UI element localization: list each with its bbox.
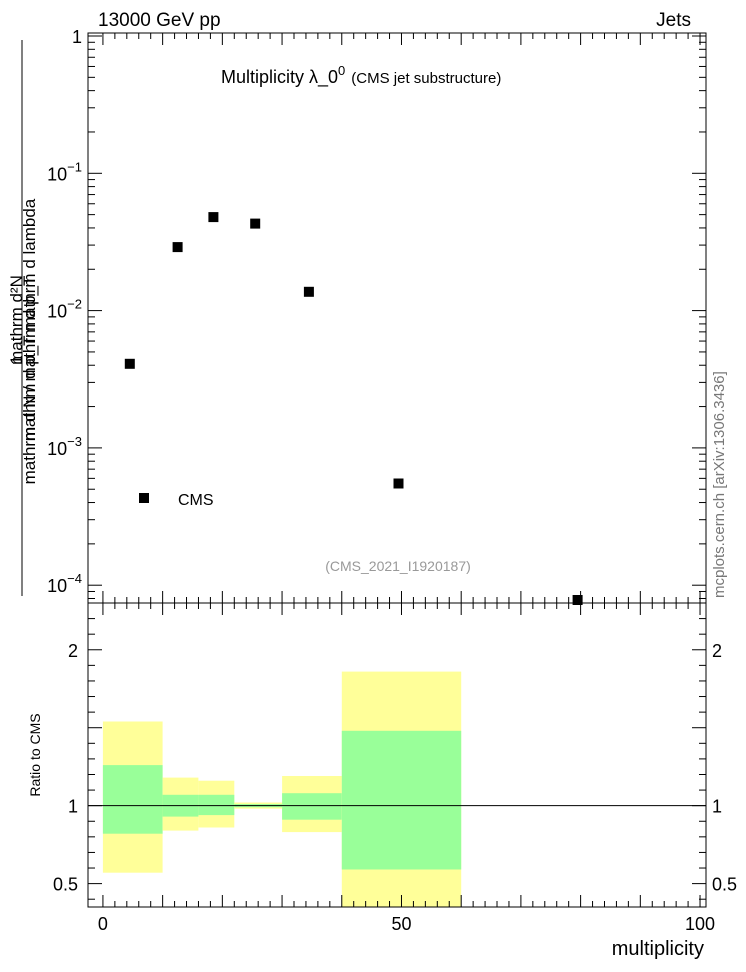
legend-label: CMS: [178, 492, 214, 509]
plot-title: Multiplicity λ_00 (CMS jet substructure): [221, 63, 501, 88]
ratio-y-tick-label: 0.5: [53, 875, 78, 895]
data-point: [208, 212, 219, 223]
data-point: [124, 358, 135, 369]
y-tick-label: 10−1: [47, 159, 82, 184]
x-tick-label: 0: [98, 914, 108, 934]
y-tick-label: 10−2: [47, 297, 82, 322]
legend: CMS: [139, 492, 214, 509]
y-tick-label: 1: [72, 27, 82, 47]
y-axis-label: mathrm d²N mathrm d p_T mathrm d lambda: [7, 198, 39, 441]
analysis-id: (CMS_2021_I1920187): [325, 558, 471, 574]
main-panel: 1 10−1 10−2 10−3 10−4 CMS: [47, 27, 707, 605]
ratio-y-tick-labels: 0.5 0.5 1 1 2 2: [53, 641, 737, 895]
ratio-y-tick-label: 2: [68, 641, 78, 661]
ratio-axis-ticks: [88, 603, 706, 907]
y-axis-label-lower: 1 mathrm d N / mathrm d p_T: [7, 276, 39, 485]
ratio-y-tick-label-right: 1: [712, 797, 722, 817]
main-frame: [87, 32, 707, 604]
data-point: [303, 286, 314, 297]
x-tick-label: 100: [685, 914, 715, 934]
uncertainty-band-inner: [102, 765, 163, 834]
watermark: mcplots.cern.ch [arXiv:1306.3436]: [711, 371, 728, 598]
y-tick-label: 10−3: [47, 434, 82, 459]
svg-text:mathrm d N / mathrm d p_T: mathrm d N / mathrm d p_T: [20, 276, 39, 485]
x-tick-label: 50: [391, 914, 411, 934]
main-y-tick-labels: 1 10−1 10−2 10−3 10−4: [47, 27, 82, 596]
ratio-y-axis-label: Ratio to CMS: [27, 713, 43, 796]
ratio-bands: [102, 671, 462, 907]
data-point: [172, 242, 183, 253]
x-tick-labels: 0 50 100: [98, 914, 715, 934]
y-tick-label: 10−4: [47, 571, 82, 596]
main-axis-ticks: [88, 33, 706, 603]
collision-energy-label: 13000 GeV pp: [98, 10, 221, 31]
legend-marker: [139, 493, 149, 503]
ratio-y-tick-label-right: 2: [712, 641, 722, 661]
data-point: [572, 595, 583, 605]
x-axis-label: multiplicity: [612, 938, 704, 960]
ratio-y-tick-label-right: 0.5: [712, 875, 737, 895]
data-point: [250, 218, 261, 229]
svg-text:mathrm d²N: mathrm d²N: [7, 275, 26, 365]
data-point: [393, 478, 404, 489]
data-points: [124, 212, 583, 605]
ratio-panel: 0.5 0.5 1 1 2 2 0 50 100 Ratio to CMS multiplic…: [27, 602, 737, 960]
uncertainty-band-inner: [282, 793, 342, 820]
uncertainty-band-inner: [198, 794, 235, 816]
svg-text:1: 1: [7, 355, 26, 364]
ratio-frame: [87, 602, 707, 908]
svg-text:mathrm d p_T mathrm d lambda: mathrm d p_T mathrm d lambda: [20, 198, 39, 441]
uncertainty-band-inner: [341, 730, 462, 870]
process-label: Jets: [656, 10, 691, 31]
ratio-y-tick-label: 1: [68, 797, 78, 817]
